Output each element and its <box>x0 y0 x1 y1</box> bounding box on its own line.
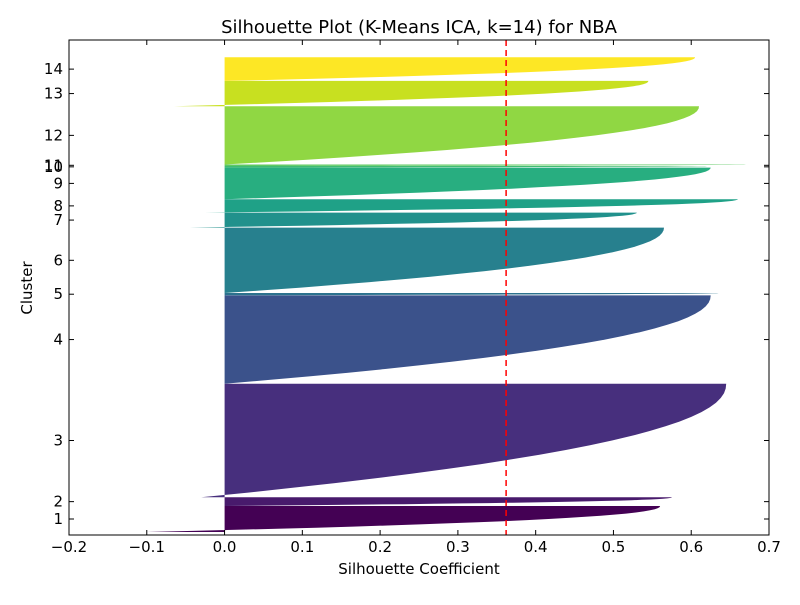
y-tick-label-cluster-8: 8 <box>53 197 63 215</box>
x-tick-label: 0.3 <box>446 538 470 556</box>
silhouette-cluster-4 <box>224 295 711 384</box>
x-tick-label: −0.1 <box>129 538 165 556</box>
silhouette-cluster-7 <box>189 212 637 228</box>
silhouette-cluster-9 <box>224 167 711 200</box>
plot-layer <box>146 40 746 535</box>
silhouette-cluster-10 <box>224 166 707 168</box>
silhouette-cluster-5 <box>177 293 719 296</box>
x-tick-label: 0.0 <box>213 538 237 556</box>
x-tick-label: −0.2 <box>51 538 87 556</box>
y-tick-label-cluster-4: 4 <box>53 331 63 349</box>
y-tick-label-cluster-14: 14 <box>44 60 63 78</box>
silhouette-cluster-1 <box>146 506 661 532</box>
y-tick-label-cluster-2: 2 <box>53 493 63 511</box>
y-tick-label-cluster-6: 6 <box>53 251 63 269</box>
y-tick-label-cluster-9: 9 <box>53 174 63 192</box>
x-tick-label: 0.5 <box>602 538 626 556</box>
y-tick-label-cluster-7: 7 <box>53 211 63 229</box>
chart-title: Silhouette Plot (K-Means ICA, k=14) for … <box>221 17 618 38</box>
x-axis-title: Silhouette Coefficient <box>338 560 500 578</box>
y-tick-label-cluster-12: 12 <box>44 126 63 144</box>
y-tick-label-cluster-10: 10 <box>44 158 63 176</box>
x-tick-label: 0.7 <box>757 538 781 556</box>
plot-frame <box>68 39 770 536</box>
x-tick-label: 0.2 <box>368 538 392 556</box>
silhouette-cluster-3 <box>201 383 727 498</box>
silhouette-cluster-12 <box>224 106 699 165</box>
silhouette-cluster-14 <box>224 57 696 81</box>
silhouette-cluster-11 <box>224 164 746 166</box>
y-axis-title: Cluster <box>18 261 36 315</box>
y-tick-label-cluster-13: 13 <box>44 85 63 103</box>
y-tick-label-cluster-1: 1 <box>53 510 63 528</box>
y-tick-label-cluster-11: 11 <box>44 156 63 174</box>
silhouette-cluster-8 <box>205 199 738 213</box>
silhouette-cluster-2 <box>224 497 672 506</box>
x-tick-label: 0.6 <box>679 538 703 556</box>
x-axis: −0.2 −0.1 0.0 0.1 0.2 0.3 0.4 0.5 0.6 0.7 <box>51 40 781 556</box>
silhouette-cluster-6 <box>224 227 664 293</box>
x-tick-label: 0.1 <box>290 538 314 556</box>
y-tick-label-cluster-3: 3 <box>53 432 63 450</box>
silhouette-cluster-13 <box>174 80 649 107</box>
y-tick-label-cluster-5: 5 <box>53 285 63 303</box>
x-tick-label: 0.4 <box>524 538 548 556</box>
